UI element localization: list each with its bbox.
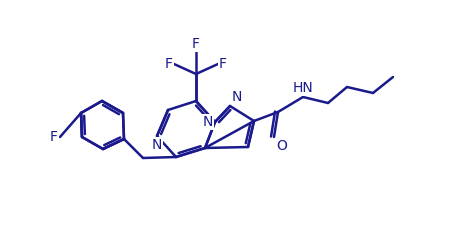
Text: F: F [191, 37, 200, 51]
Text: N: N [231, 90, 242, 104]
Text: O: O [275, 139, 286, 153]
Text: N: N [202, 115, 213, 129]
Text: F: F [218, 57, 226, 71]
Text: F: F [165, 57, 173, 71]
Text: F: F [50, 130, 58, 144]
Text: N: N [151, 138, 162, 152]
Text: HN: HN [292, 81, 313, 95]
